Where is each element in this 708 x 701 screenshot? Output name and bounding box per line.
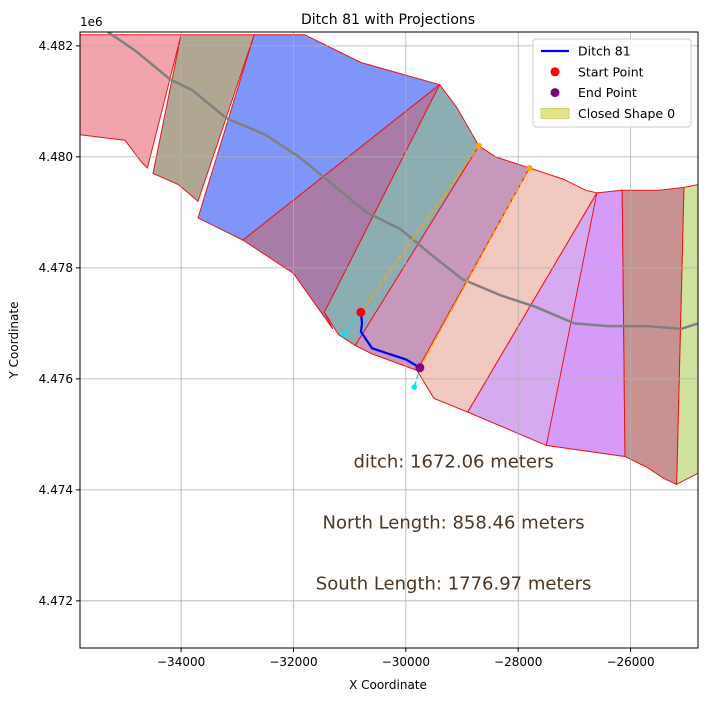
x-tick-label-3: −28000 bbox=[494, 655, 542, 669]
zone-polygon-10 bbox=[676, 184, 698, 486]
x-tick-label-4: −26000 bbox=[606, 655, 654, 669]
zone-layer bbox=[80, 34, 698, 486]
y-axis-title: Y Coordinate bbox=[7, 302, 21, 380]
line-layer bbox=[105, 32, 698, 388]
cyan-projection-line-0 bbox=[343, 311, 362, 335]
marker-layer bbox=[341, 142, 533, 390]
y-tick-label-0: 4.472 bbox=[39, 594, 73, 608]
legend-swatch-3 bbox=[540, 107, 570, 119]
start-point-marker bbox=[356, 307, 366, 317]
y-tick-label-5: 4.482 bbox=[39, 39, 73, 53]
cyan-projection-point-1 bbox=[411, 384, 418, 390]
y-offset-label: 1e6 bbox=[80, 15, 103, 29]
south-projection-line bbox=[419, 167, 531, 369]
legend-label-1: Start Point bbox=[578, 64, 644, 79]
ditch-line bbox=[359, 312, 421, 369]
south-projection-end-point bbox=[526, 164, 533, 171]
north-projection-end-point bbox=[475, 142, 482, 149]
river-line bbox=[105, 32, 698, 331]
axes: −34000 −32000 −30000 −28000 −26000 4.472 4.474… bbox=[39, 31, 699, 669]
y-tick-label-3: 4.478 bbox=[39, 261, 73, 275]
annotation-layer: ditch: 1672.06 meters North Length: 858.4… bbox=[316, 452, 592, 595]
annotation-text-1: North Length: 858.46 meters bbox=[323, 513, 585, 534]
plot-area: ditch: 1672.06 meters North Length: 858.4… bbox=[80, 32, 698, 648]
annotation-text-2: South Length: 1776.97 meters bbox=[316, 574, 592, 595]
cyan-projection-point-0 bbox=[341, 331, 347, 338]
legend-label-2: End Point bbox=[578, 85, 637, 100]
x-tick-label-1: −32000 bbox=[269, 655, 317, 669]
x-tick-label-0: −34000 bbox=[157, 655, 205, 669]
annotation-text-0: ditch: 1672.06 meters bbox=[353, 452, 553, 473]
legend: Ditch 81 Start Point End Point Closed Shape… bbox=[532, 38, 692, 128]
grid-layer bbox=[80, 32, 698, 648]
legend-box bbox=[532, 38, 692, 128]
legend-swatch-2 bbox=[550, 88, 560, 98]
zone-polygon-9 bbox=[621, 186, 685, 486]
y-tick-label-1: 4.474 bbox=[39, 483, 73, 497]
legend-swatch-1 bbox=[550, 67, 560, 77]
x-tick-label-2: −30000 bbox=[382, 655, 430, 669]
y-tick-label-2: 4.476 bbox=[39, 372, 73, 386]
end-point-marker bbox=[415, 363, 425, 373]
plot-frame bbox=[79, 31, 699, 649]
legend-label-3: Closed Shape 0 bbox=[578, 106, 675, 121]
chart-title: Ditch 81 with Projections bbox=[301, 12, 475, 28]
x-axis-title: X Coordinate bbox=[349, 678, 427, 692]
y-tick-label-4: 4.480 bbox=[39, 150, 73, 164]
zone-polygon-1 bbox=[152, 34, 255, 203]
north-projection-line bbox=[360, 145, 480, 313]
legend-label-0: Ditch 81 bbox=[578, 44, 631, 59]
